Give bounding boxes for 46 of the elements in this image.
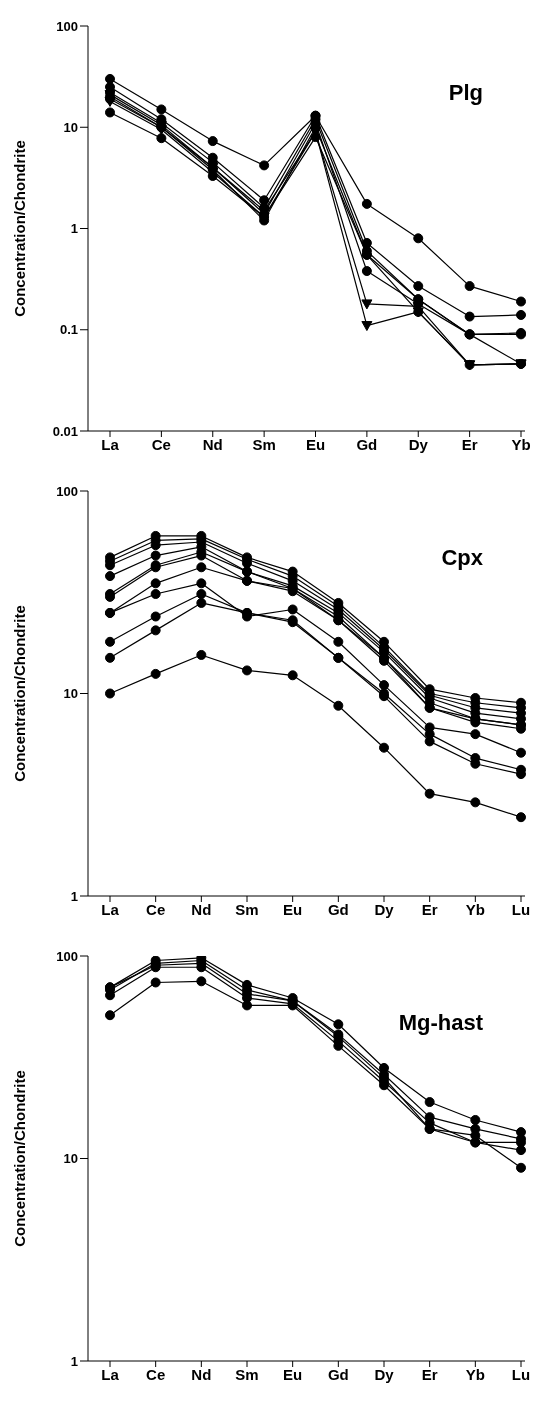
y-tick-label: 100 bbox=[56, 948, 78, 964]
x-tick-label: Gd bbox=[327, 900, 349, 918]
x-tick-label: Nd bbox=[191, 1365, 212, 1383]
y-tick-label: 1 bbox=[70, 221, 78, 237]
x-tick-label: Nd bbox=[202, 435, 223, 453]
y-tick-label: 0.1 bbox=[59, 322, 78, 338]
x-tick-label: Lu bbox=[511, 1365, 531, 1383]
x-tick-label: Nd bbox=[191, 900, 212, 918]
x-tick-label: Eu bbox=[283, 1365, 303, 1383]
x-tick-label: Sm bbox=[235, 1365, 259, 1383]
x-tick-label: Eu bbox=[283, 900, 303, 918]
x-tick-label: Lu bbox=[511, 900, 531, 918]
x-tick-label: Dy bbox=[374, 900, 395, 918]
x-tick-label: Ce bbox=[146, 1365, 166, 1383]
x-tick-label: Gd bbox=[356, 435, 378, 453]
y-tick-label: 100 bbox=[56, 18, 78, 34]
x-tick-label: Sm bbox=[235, 900, 259, 918]
x-tick-label: Er bbox=[421, 900, 438, 918]
text: Mg-hast bbox=[398, 1010, 483, 1036]
text: Plg bbox=[448, 80, 483, 106]
x-tick-label: La bbox=[101, 1365, 120, 1383]
y-axis-title: Concentration/Chondrite bbox=[11, 1070, 29, 1247]
x-tick-label: Dy bbox=[374, 1365, 395, 1383]
y-tick-label: 1 bbox=[70, 1353, 78, 1369]
y-tick-label: 1 bbox=[70, 888, 78, 904]
y-tick-label: 10 bbox=[63, 1151, 78, 1167]
x-tick-label: Dy bbox=[408, 435, 429, 453]
x-tick-label: Er bbox=[461, 435, 478, 453]
text: Cpx bbox=[441, 545, 483, 571]
x-tick-label: La bbox=[101, 900, 120, 918]
x-tick-label: Yb bbox=[511, 435, 531, 453]
x-tick-label: La bbox=[101, 435, 120, 453]
y-tick-label: 100 bbox=[56, 483, 78, 499]
x-tick-label: Yb bbox=[465, 1365, 485, 1383]
x-tick-label: Er bbox=[421, 1365, 438, 1383]
y-axis-title: Concentration/Chondrite bbox=[11, 140, 29, 317]
y-tick-label: 10 bbox=[63, 686, 78, 702]
x-tick-label: Gd bbox=[327, 1365, 349, 1383]
x-tick-label: Eu bbox=[305, 435, 326, 453]
x-tick-label: Yb bbox=[465, 900, 485, 918]
x-tick-label: Ce bbox=[151, 435, 171, 453]
y-tick-label: 10 bbox=[63, 119, 78, 135]
x-tick-label: Sm bbox=[252, 435, 276, 453]
y-tick-label: 0.01 bbox=[52, 423, 78, 439]
x-tick-label: Ce bbox=[146, 900, 166, 918]
y-axis-title: Concentration/Chondrite bbox=[11, 605, 29, 782]
